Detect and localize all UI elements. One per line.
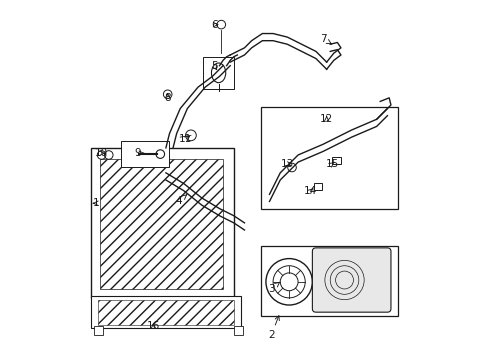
Text: 4: 4 xyxy=(175,195,186,206)
Bar xyxy=(94,327,103,336)
Bar xyxy=(233,327,242,336)
FancyBboxPatch shape xyxy=(312,248,390,312)
Text: 7: 7 xyxy=(319,34,331,44)
Text: 12: 12 xyxy=(319,114,333,124)
Text: 3: 3 xyxy=(267,282,279,294)
Bar xyxy=(331,157,340,164)
Text: 11: 11 xyxy=(179,134,192,144)
Bar xyxy=(313,183,322,190)
Bar xyxy=(100,158,223,289)
Text: 5: 5 xyxy=(210,61,217,71)
Bar xyxy=(91,296,241,328)
Bar xyxy=(121,141,169,167)
Text: 15: 15 xyxy=(325,159,338,169)
Text: 10: 10 xyxy=(95,148,108,158)
Text: 16: 16 xyxy=(146,321,160,332)
Text: 14: 14 xyxy=(304,186,317,196)
Text: 13: 13 xyxy=(280,159,293,169)
Text: 2: 2 xyxy=(267,316,279,341)
Bar xyxy=(260,246,397,316)
Bar xyxy=(98,300,233,325)
Text: 9: 9 xyxy=(134,148,143,158)
Text: 8: 8 xyxy=(164,93,171,103)
Text: 6: 6 xyxy=(210,19,217,30)
Bar xyxy=(260,107,397,208)
Text: 1: 1 xyxy=(93,198,100,208)
Bar xyxy=(91,148,233,298)
Bar xyxy=(203,57,233,89)
